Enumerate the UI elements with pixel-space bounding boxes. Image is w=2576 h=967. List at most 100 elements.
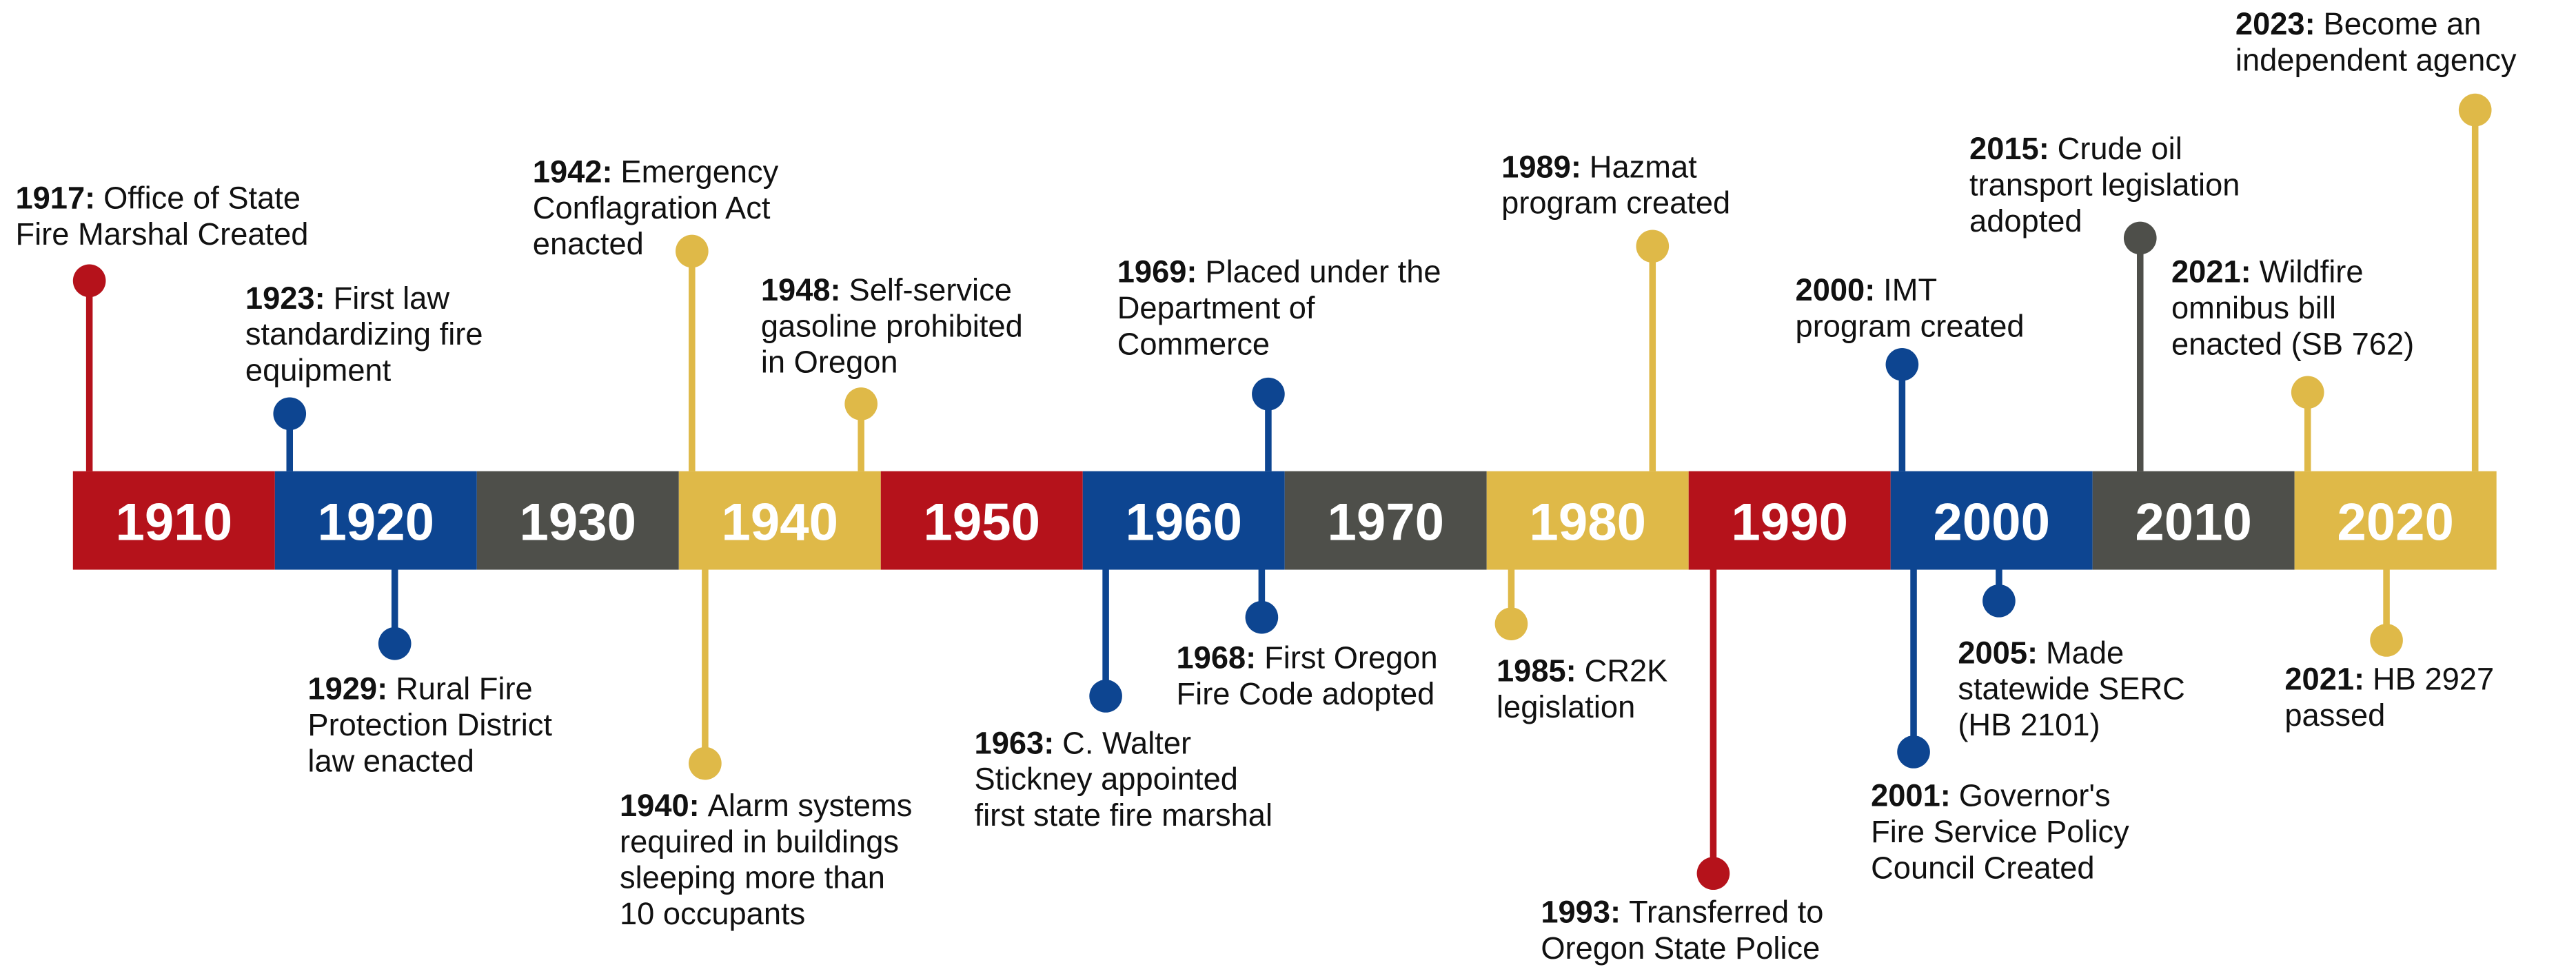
- pin-dot: [1089, 680, 1122, 713]
- event-line: Governor's: [1959, 778, 2111, 813]
- event-line: sleeping more than: [620, 860, 885, 895]
- event-line: Commerce: [1117, 327, 1270, 362]
- event-line: Rural Fire: [396, 671, 533, 706]
- decade-label: 1920: [318, 493, 435, 552]
- decade-block: [1890, 471, 2093, 570]
- event-line: enacted (SB 762): [2171, 327, 2414, 362]
- event-line: Conflagration Act: [533, 190, 771, 225]
- event-year: 2015:: [1969, 131, 2049, 166]
- event-year: 1968:: [1177, 640, 1257, 675]
- event-line: C. Walter: [1062, 725, 1191, 760]
- event-line: CR2K: [1585, 653, 1668, 689]
- event-year: 1948:: [761, 272, 841, 307]
- event-line: Wildfire: [2260, 254, 2364, 289]
- event-text: 1948: Self-service gasoline prohibited in O…: [761, 272, 1023, 380]
- pin-dot: [1252, 377, 1285, 411]
- event-text: 1969: Placed under the Department of Commer…: [1117, 254, 1441, 362]
- event-text: 2000: IMT program created: [1796, 272, 2025, 343]
- decade-label: 1960: [1125, 493, 1242, 552]
- event-line: gasoline prohibited: [761, 308, 1023, 343]
- event-line: required in buildings: [620, 824, 899, 859]
- event-text: 2023: Become an independent agency: [2235, 6, 2517, 77]
- event-year: 1969:: [1117, 254, 1197, 289]
- event-year: 1923:: [245, 281, 325, 316]
- event-line: Placed under the: [1205, 254, 1441, 289]
- event-line: enacted: [533, 226, 644, 261]
- pin-dot: [2370, 624, 2403, 657]
- decade-block: [678, 471, 881, 570]
- decade-block: [1082, 471, 1285, 570]
- event-line: law enacted: [307, 744, 474, 779]
- event-line: Self-service: [849, 272, 1012, 307]
- event-line: Alarm systems: [708, 788, 913, 823]
- pin-dot: [689, 746, 722, 780]
- event-line: (HB 2101): [1958, 707, 2100, 742]
- decade-label: 2000: [1933, 493, 2050, 552]
- decade-label: 1930: [520, 493, 637, 552]
- decade-label: 1910: [116, 493, 233, 552]
- event-year: 1985:: [1497, 653, 1576, 689]
- event-line: in Oregon: [761, 345, 898, 380]
- pin-dot: [378, 627, 412, 660]
- event-text: 1993: Transferred to Oregon State Police: [1541, 895, 1823, 966]
- event-line: 10 occupants: [620, 896, 805, 931]
- pin-dot: [2291, 376, 2324, 409]
- event-line: First Oregon: [1264, 640, 1437, 675]
- event-line: passed: [2284, 698, 2385, 733]
- pin-dot: [1696, 857, 1730, 890]
- pin-dot: [1636, 230, 1670, 263]
- event-line: program created: [1501, 185, 1730, 221]
- pin-dot: [2123, 221, 2157, 255]
- event-year: 2021:: [2284, 661, 2364, 696]
- event-line: Stickney appointed: [975, 762, 1238, 797]
- event-line: transport legislation: [1969, 167, 2240, 202]
- event-text: 2021: HB 2927 passed: [2284, 661, 2494, 732]
- pin-dot: [1494, 607, 1528, 640]
- event-text: 2005: Made statewide SERC (HB 2101): [1958, 635, 2184, 742]
- decade-block: [1486, 471, 1689, 570]
- decade-block: [274, 471, 477, 570]
- decade-block: [1284, 471, 1487, 570]
- event-text: 2015: Crude oil transport legislation adopt…: [1969, 131, 2240, 238]
- event-text: 1989: Hazmat program created: [1501, 149, 1730, 220]
- pin-dot: [1897, 735, 1930, 768]
- pin-dot: [1982, 584, 2016, 618]
- pin-dot: [72, 264, 106, 298]
- event-line: first state fire marshal: [975, 797, 1273, 833]
- decade-block: [1688, 471, 1891, 570]
- event-line: Office of State: [103, 181, 301, 216]
- pin-dot: [1885, 347, 1919, 381]
- event-line: Crude oil: [2058, 131, 2182, 166]
- event-text: 1917: Office of State Fire Marshal Created: [15, 181, 308, 252]
- decade-label: 1940: [721, 493, 838, 552]
- event-year: 2023:: [2235, 6, 2315, 41]
- decade-block: [476, 471, 679, 570]
- event-year: 2005:: [1958, 635, 2038, 670]
- event-text: 1985: CR2K legislation: [1497, 653, 1667, 724]
- pin-dot: [2458, 93, 2492, 127]
- event-line: Protection District: [307, 707, 552, 742]
- decade-label: 1990: [1731, 493, 1848, 552]
- event-line: Department of: [1117, 290, 1315, 325]
- event-line: Hazmat: [1590, 149, 1697, 184]
- event-line: IMT: [1883, 272, 1937, 307]
- event-line: Fire Service Policy: [1871, 814, 2129, 849]
- event-line: omnibus bill: [2171, 290, 2336, 325]
- event-year: 1929:: [307, 671, 387, 706]
- event-line: legislation: [1497, 689, 1635, 724]
- pin-dot: [273, 397, 307, 431]
- decade-label: 2020: [2337, 493, 2454, 552]
- event-year: 2000:: [1796, 272, 1876, 307]
- event-line: HB 2927: [2373, 661, 2494, 696]
- event-text: 1942: Emergency Conflagration Act enacted: [533, 154, 779, 261]
- event-line: Fire Marshal Created: [15, 216, 308, 252]
- event-text: 1968: First Oregon Fire Code adopted: [1177, 640, 1438, 711]
- event-text: 2021: Wildfire omnibus bill enacted (SB 762…: [2171, 254, 2414, 362]
- event-text: 1963: C. Walter Stickney appointed first st…: [975, 725, 1273, 833]
- event-line: Council Created: [1871, 850, 2094, 885]
- event-year: 1942:: [533, 154, 613, 189]
- decade-block: [2294, 471, 2497, 570]
- event-year: 1963:: [975, 725, 1055, 760]
- event-line: Become an: [2324, 6, 2482, 41]
